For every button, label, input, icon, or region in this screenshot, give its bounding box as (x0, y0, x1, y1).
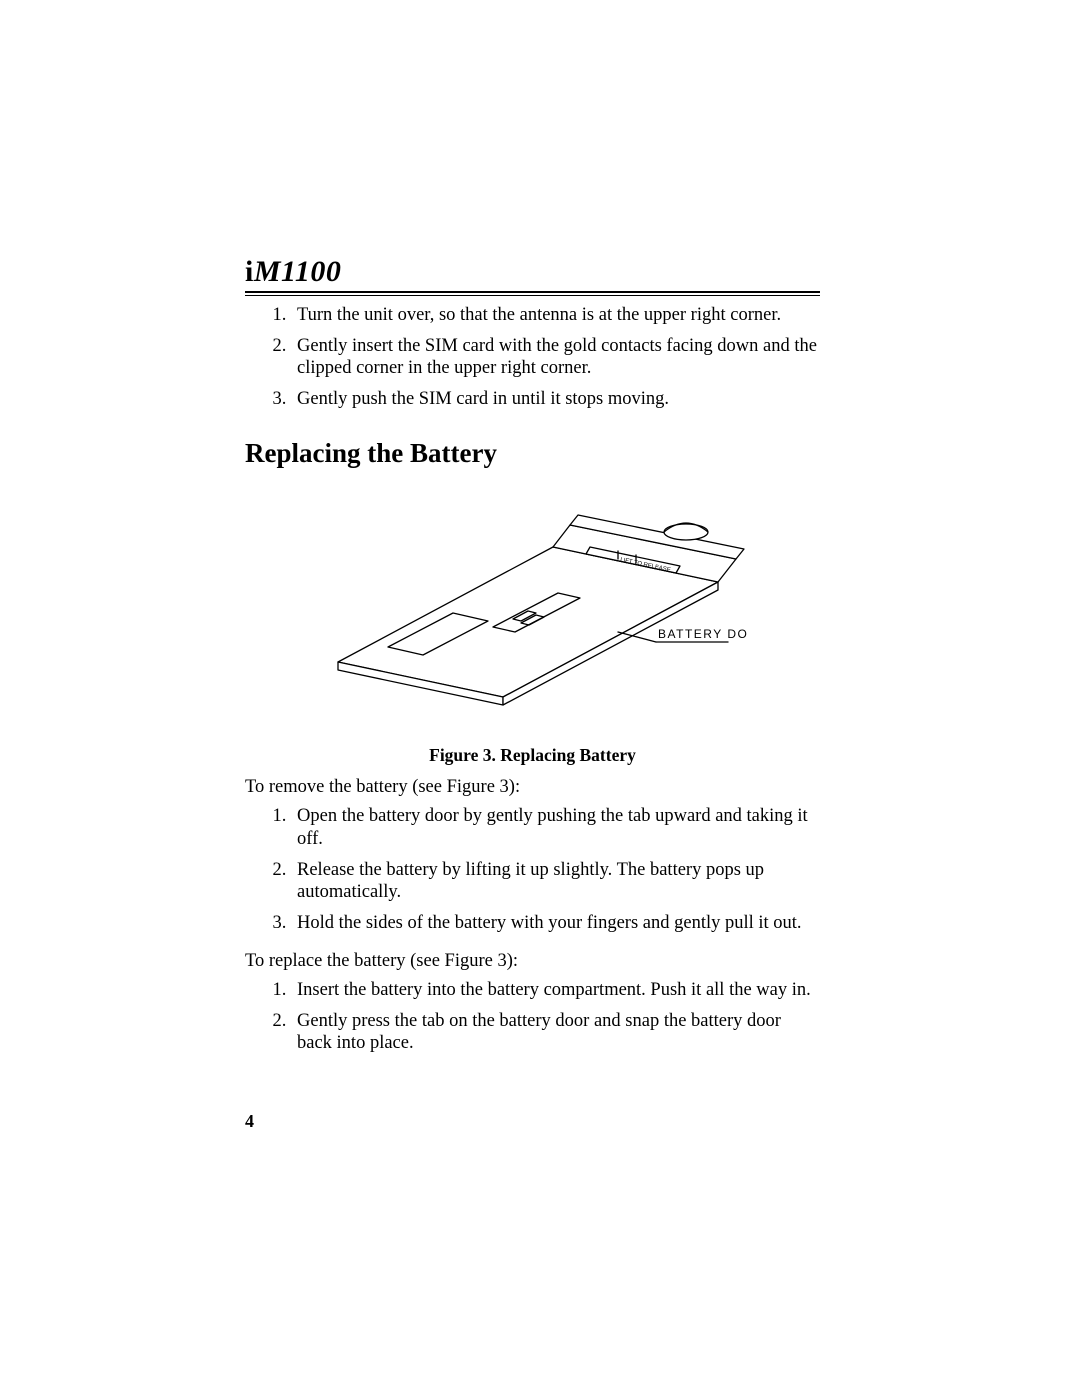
figure-caption: Figure 3. Replacing Battery (245, 745, 820, 766)
list-item: Gently insert the SIM card with the gold… (291, 335, 820, 380)
list-item: Insert the battery into the battery comp… (291, 979, 820, 1002)
battery-diagram: LIFT TO RELEASE BATTERY DOOR (318, 487, 748, 707)
remove-steps-list: Open the battery door by gently pushing … (245, 805, 820, 934)
section-heading: Replacing the Battery (245, 438, 820, 469)
remove-intro-text: To remove the battery (see Figure 3): (245, 776, 820, 799)
list-item: Open the battery door by gently pushing … (291, 805, 820, 850)
header-underline (245, 295, 820, 296)
list-item: Release the battery by lifting it up sli… (291, 859, 820, 904)
replace-intro-text: To replace the battery (see Figure 3): (245, 950, 820, 973)
figure-container: LIFT TO RELEASE BATTERY DOOR (245, 487, 820, 707)
product-model-header: iiM1100M1100 (245, 255, 820, 293)
list-item: Gently push the SIM card in until it sto… (291, 388, 820, 411)
battery-door-label: BATTERY DOOR (658, 627, 748, 641)
list-item: Hold the sides of the battery with your … (291, 912, 820, 935)
list-item: Gently press the tab on the battery door… (291, 1010, 820, 1055)
page-number: 4 (245, 1111, 820, 1132)
replace-steps-list: Insert the battery into the battery comp… (245, 979, 820, 1055)
list-item: Turn the unit over, so that the antenna … (291, 304, 820, 327)
sim-steps-list: Turn the unit over, so that the antenna … (245, 304, 820, 410)
document-page: iiM1100M1100 Turn the unit over, so that… (0, 0, 1080, 1397)
